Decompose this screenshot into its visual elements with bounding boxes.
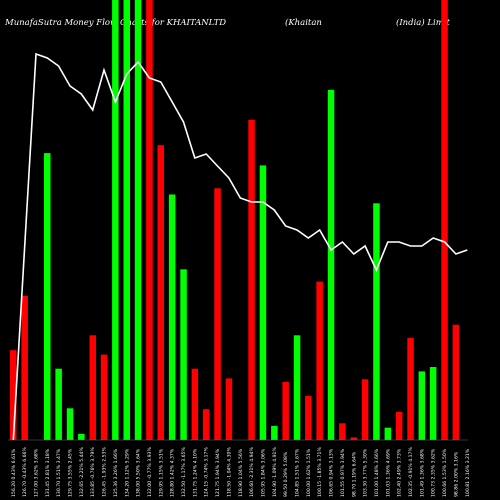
bar-34 <box>395 411 403 440</box>
x-tick-label-3: 131.45 2.81% 3.18% <box>45 448 51 497</box>
bar-38 <box>441 0 448 440</box>
bar-27 <box>316 281 323 440</box>
bar-0 <box>10 350 17 440</box>
x-tick-label-5: 129.75 3.55% 2.45% <box>68 448 74 497</box>
x-tick-label-38: 100.66 1.53% 1.50% <box>442 448 448 497</box>
x-tick-label-31: 103.30 3.77% 5.30% <box>363 448 369 497</box>
bar-3 <box>44 153 51 440</box>
x-tick-label-21: 106.60 -2.31% 4.94% <box>249 447 255 497</box>
bar-14 <box>168 194 176 440</box>
bar-9 <box>112 0 119 440</box>
bar-25 <box>293 335 301 440</box>
x-tick-label-32: 101.00 1.48% 3.66% <box>374 448 380 497</box>
x-tick-label-33: 101.03 1.36% 4.69% <box>385 448 391 497</box>
bar-18 <box>214 188 221 440</box>
x-tick-label-28: 106.65 0.94% 3.13% <box>329 448 335 497</box>
x-tick-label-11: 138.00 5.50% 3.64% <box>136 448 142 497</box>
bar-7 <box>89 335 96 440</box>
x-tick-label-27: 100.15 -1.85% 3.71% <box>317 447 323 497</box>
bar-19 <box>225 378 233 440</box>
bar-24 <box>282 381 289 440</box>
bar-36 <box>418 371 426 440</box>
x-tick-label-24: 99.50 0.29% 5.08% <box>283 451 289 497</box>
x-tick-label-6: 132.65 -2.21% 5.44% <box>79 447 85 497</box>
bar-35 <box>407 337 414 440</box>
x-tick-label-15: 132.50 -1.17% 3.65% <box>181 447 187 497</box>
x-tick-label-13: 129.95 1.15% 3.51% <box>158 448 164 497</box>
x-tick-label-8: 126.45 -1.93% 2.53% <box>102 447 108 497</box>
bar-22 <box>259 165 267 440</box>
x-axis-labels: 156.20 0.43% 6.61% 126.70 -0.43% 6.66% 127… <box>11 447 471 497</box>
x-tick-label-19: 118.50 -1.04% 4.30% <box>226 447 232 497</box>
bar-11 <box>134 0 142 440</box>
x-tick-label-12: 132.00 -0.77% 3.93% <box>147 447 153 497</box>
x-tick-label-14: 128.80 1.42% 4.37% <box>170 448 176 497</box>
x-tick-label-7: 133.85 -0.76% 3.79% <box>90 447 96 497</box>
bars-group <box>10 0 460 441</box>
x-tick-label-29: 101.55 0.97% 3.94% <box>340 448 346 497</box>
bar-21 <box>248 119 255 440</box>
bar-32 <box>373 203 380 440</box>
x-tick-label-40: 100.81 2.16% 3.21% <box>465 448 471 497</box>
x-tick-label-34: 102.40 2.49% 3.73% <box>397 448 403 497</box>
x-tick-label-9: 125.36 3.26% 1.66% <box>113 448 119 497</box>
bar-29 <box>339 423 346 440</box>
x-tick-label-22: 105.95 1.84% 3.06% <box>260 448 266 497</box>
x-tick-label-39: 98.86 2.00% 3.16% <box>453 451 459 497</box>
x-tick-label-18: 121.75 1.94% 3.94% <box>215 448 221 497</box>
x-tick-label-10: 134.20 1.12% 5.29% <box>124 448 130 497</box>
bar-5 <box>66 408 74 440</box>
bar-30 <box>350 437 357 440</box>
bar-10 <box>123 0 130 440</box>
x-tick-label-36: 101.49 1.36% 3.68% <box>419 448 425 497</box>
x-tick-label-4: 130.70 1.51% 3.47% <box>56 448 62 497</box>
bar-17 <box>202 409 210 440</box>
x-tick-label-17: 124.15 -0.74% 3.17% <box>204 447 210 497</box>
bar-13 <box>157 145 164 440</box>
x-tick-label-30: 98.70 1.19% 6.64% <box>351 451 357 497</box>
bar-33 <box>384 427 392 440</box>
x-tick-label-23: 104.90 -1.09% 4.91% <box>272 447 278 497</box>
x-tick-label-0: 156.20 0.43% 6.61% <box>11 448 17 497</box>
trend-line <box>12 52 468 441</box>
bar-26 <box>305 396 312 440</box>
x-tick-label-1: 126.70 -0.43% 6.66% <box>22 447 28 497</box>
bar-4 <box>55 368 62 440</box>
x-tick-label-2: 127.00 3.62% 3.68% <box>34 448 40 497</box>
bar-39 <box>452 324 460 440</box>
x-tick-label-16: 131.75 1.24% 4.10% <box>192 448 198 497</box>
x-tick-label-35: 102.35 -0.91% 4.17% <box>408 447 414 497</box>
x-tick-label-25: 104.85 1.51% 3.67% <box>295 448 301 497</box>
bar-23 <box>271 425 278 440</box>
bar-6 <box>78 433 85 440</box>
x-tick-label-20: 118.90 1.04% 5.56% <box>238 448 244 497</box>
bar-37 <box>429 367 437 440</box>
bar-1 <box>21 295 28 440</box>
x-tick-label-26: 100.00 1.62% 1.51% <box>306 448 312 497</box>
x-tick-label-37: 100.73 2.35% 3.62% <box>431 448 437 497</box>
bar-8 <box>100 354 108 440</box>
bar-16 <box>191 368 199 440</box>
bar-12 <box>146 0 153 440</box>
bar-15 <box>180 269 187 440</box>
bar-31 <box>361 379 369 440</box>
bar-28 <box>327 89 335 441</box>
chart-title-right: (India) Limit <box>396 18 450 28</box>
chart-title-mid: (Khaitan <box>285 18 322 28</box>
